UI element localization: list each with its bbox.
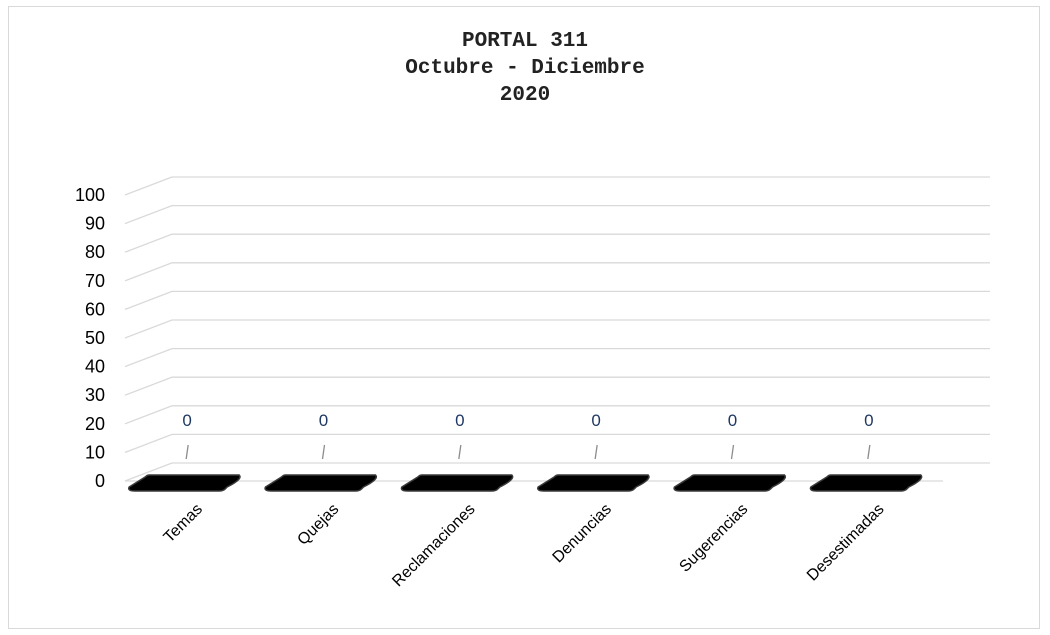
data-label-leader: [867, 444, 871, 460]
data-label: 0: [319, 411, 328, 430]
chart-frame: [8, 6, 1040, 629]
y-tick-label: 0: [95, 471, 105, 491]
data-label-leader: [185, 444, 189, 460]
gridlines: [124, 176, 990, 482]
data-labels: 0 0 0 0 0 0: [182, 411, 874, 460]
gridline: [124, 290, 990, 311]
category-label: Denuncias: [550, 501, 615, 566]
bar: [264, 474, 377, 492]
data-label-leader: [321, 444, 326, 460]
data-label: 0: [455, 411, 464, 430]
category-labels: Temas Quejas Reclamaciones Denuncias Sugeren…: [161, 501, 888, 590]
y-tick-label: 10: [85, 442, 105, 462]
title-line-2: Octubre - Diciembre: [405, 57, 645, 80]
data-label-leader: [594, 444, 598, 460]
gridline: [124, 462, 990, 482]
data-label: 0: [591, 411, 600, 430]
gridline: [124, 233, 990, 253]
bar: [400, 474, 514, 492]
gridline: [124, 319, 990, 339]
bars: [128, 474, 923, 492]
y-tick-label: 80: [85, 242, 105, 262]
gridline: [124, 405, 990, 425]
title-line-1: PORTAL 311: [461, 30, 589, 53]
data-label-leader: [730, 444, 735, 460]
y-tick-label: 100: [75, 185, 105, 205]
data-label: 0: [182, 411, 191, 430]
y-tick-label: 30: [85, 385, 105, 405]
y-tick-label: 20: [85, 414, 105, 434]
gridline: [124, 433, 990, 454]
y-tick-label: 50: [85, 328, 105, 348]
gridline: [124, 204, 990, 225]
title-line-3: 2020: [499, 84, 551, 107]
category-label: Quejas: [294, 501, 342, 549]
data-label: 0: [728, 411, 737, 430]
category-label: Sugerencias: [676, 501, 751, 576]
y-tick-label: 60: [85, 299, 105, 319]
data-label: 0: [864, 411, 873, 430]
data-label-leader: [458, 444, 462, 460]
bar: [809, 474, 923, 492]
y-tick-label: 90: [85, 214, 105, 234]
y-axis-ticks: 0 10 20 30 40 50 60 70 80 90 100: [75, 185, 105, 491]
y-tick-label: 40: [85, 357, 105, 377]
bar: [128, 474, 241, 492]
gridline: [124, 262, 990, 282]
bar: [537, 474, 650, 492]
category-label: Desestimadas: [804, 501, 888, 585]
category-label: Temas: [161, 501, 206, 546]
y-tick-label: 70: [85, 271, 105, 291]
gridline: [124, 176, 990, 196]
bar: [673, 474, 786, 492]
category-label: Reclamaciones: [389, 501, 478, 590]
gridline: [124, 347, 990, 368]
gridline: [124, 376, 990, 396]
chart-title: PORTAL 311 Octubre - Diciembre 2020: [0, 28, 1050, 109]
